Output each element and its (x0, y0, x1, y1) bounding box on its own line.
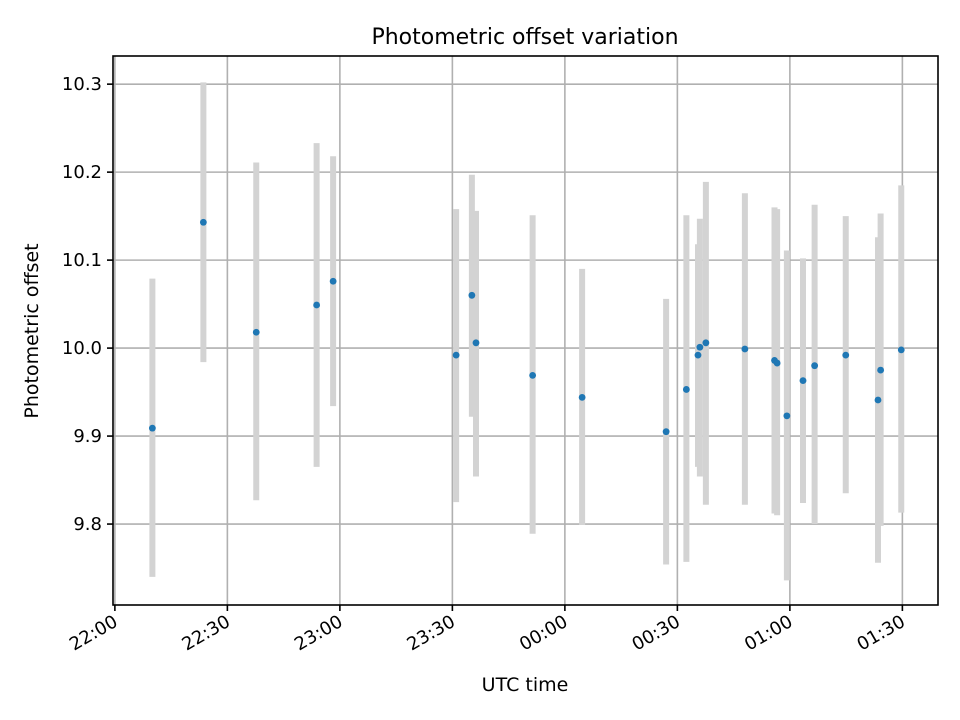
data-point (468, 291, 476, 299)
x-tick-label: 00:30 (628, 611, 683, 655)
data-point (662, 428, 670, 436)
x-tick-label: 23:30 (403, 611, 458, 655)
data-point (148, 424, 156, 432)
y-tick-label: 10.1 (62, 250, 102, 271)
x-tick-label: 00:00 (516, 611, 571, 655)
x-tick-label: 22:00 (66, 611, 121, 655)
data-point (799, 377, 807, 385)
data-point (694, 351, 702, 359)
data-point (874, 396, 882, 404)
x-axis-label: UTC time (482, 674, 569, 696)
errorbar-layer (149, 82, 905, 581)
data-point (329, 277, 337, 285)
y-tick-label: 10.0 (62, 338, 102, 359)
tick-layer: 9.8 9.9 10.0 10.1 10.2 10.3 22:00 22:30 23:00 23:… (62, 74, 909, 655)
point-layer (148, 218, 905, 436)
data-point (773, 359, 781, 367)
y-tick-label: 9.9 (73, 426, 102, 447)
data-point (897, 346, 905, 354)
data-point (682, 386, 690, 393)
data-point (578, 393, 586, 401)
data-point (741, 345, 749, 353)
y-tick-label: 10.2 (62, 162, 102, 183)
chart-title: Photometric offset variation (371, 25, 678, 50)
data-point (783, 412, 791, 420)
data-point (199, 218, 207, 226)
y-tick-label: 9.8 (73, 514, 102, 535)
data-point (696, 343, 704, 351)
data-point (529, 371, 537, 379)
data-point (842, 351, 850, 359)
y-tick-label: 10.3 (62, 74, 102, 95)
data-point (877, 366, 885, 374)
x-tick-label: 01:00 (741, 611, 796, 655)
y-axis-label: Photometric offset (21, 243, 43, 418)
data-point (452, 351, 460, 359)
x-tick-label: 01:30 (853, 611, 908, 655)
plot-frame (112, 55, 939, 606)
data-point (472, 339, 480, 347)
data-point (811, 362, 819, 370)
x-tick-label: 22:30 (178, 611, 233, 655)
data-point (252, 328, 260, 336)
data-point (702, 339, 710, 347)
data-point (313, 301, 321, 309)
x-tick-label: 23:00 (291, 611, 346, 655)
